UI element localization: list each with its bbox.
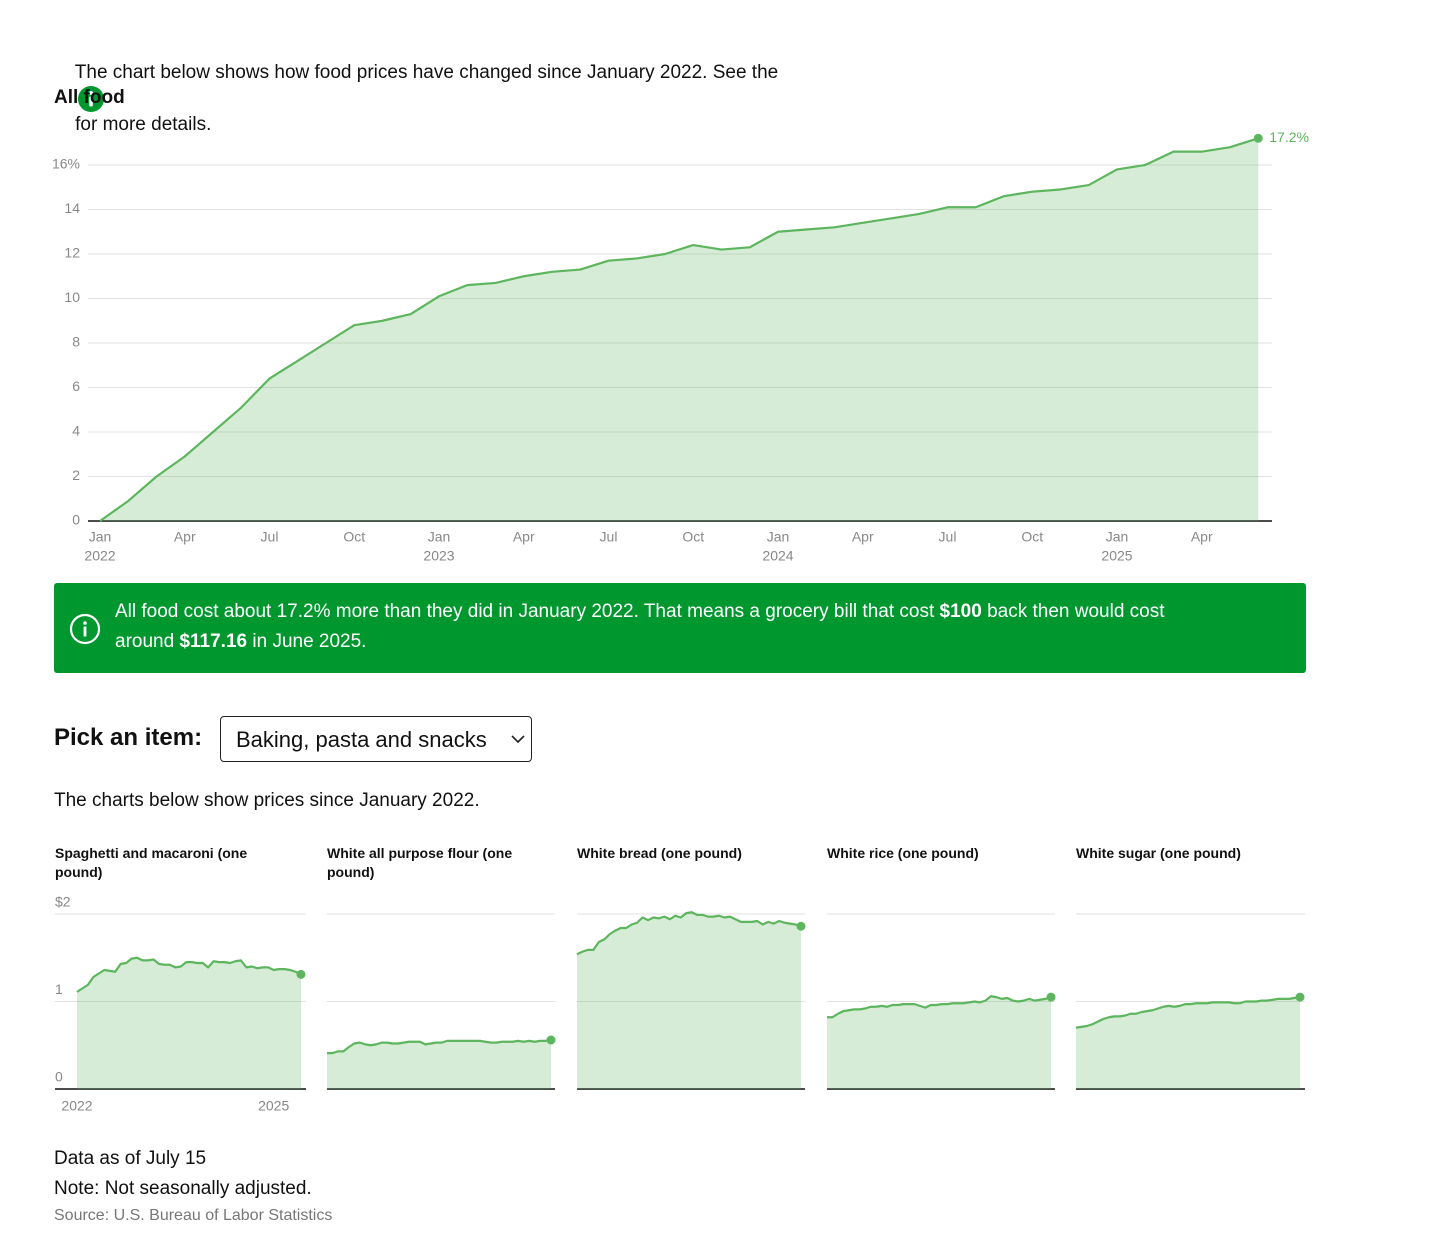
- x-tick-label: Jul: [600, 529, 618, 545]
- x-tick-label: Jan: [428, 529, 451, 545]
- callout-text: in June 2025.: [247, 631, 367, 652]
- callout-text: back then would cost: [981, 601, 1165, 622]
- intro-text: for more details.: [75, 114, 212, 135]
- updated: Data as of July 15: [54, 1148, 207, 1169]
- small-chart-title: White all purpose flour (one pound): [327, 845, 513, 880]
- chevron: [511, 735, 525, 744]
- callout-text: around: [115, 631, 180, 652]
- area: [327, 1040, 551, 1089]
- end-point: [546, 1035, 556, 1045]
- item-select[interactable]: Baking, pasta and snacks: [220, 716, 532, 762]
- end-point: [1046, 992, 1056, 1002]
- x-tick-label: 2022: [61, 1098, 92, 1114]
- line: [76, 956, 302, 993]
- y-tick-label: 1: [55, 981, 63, 997]
- y-tick-label: 8: [72, 334, 80, 350]
- line: [827, 995, 1052, 1019]
- line: [576, 911, 802, 956]
- note: Note: Not seasonally adjusted.: [54, 1178, 312, 1199]
- callout-line: All food cost about 17.2% more than they…: [115, 601, 1165, 623]
- x-tick-label: Jan: [89, 529, 112, 545]
- small-chart-title: White bread (one pound): [577, 845, 742, 861]
- area: [100, 138, 1259, 522]
- callout-icon: [69, 613, 101, 645]
- y-tick-label: 6: [72, 378, 80, 394]
- x-tick-label: Apr: [513, 529, 535, 545]
- x-tick-label: Oct: [682, 529, 704, 545]
- x-year-label: 2025: [1101, 548, 1132, 564]
- value-label: 17.2%: [1269, 129, 1309, 145]
- x-tick-label: 2025: [258, 1098, 289, 1114]
- x-year-label: 2022: [84, 548, 115, 564]
- area: [577, 912, 801, 1089]
- end-point: [796, 921, 806, 931]
- area: [77, 957, 301, 1089]
- x-tick-label: Jul: [939, 529, 957, 545]
- chart-title: All food: [54, 87, 125, 108]
- x-tick-label: Apr: [852, 529, 874, 545]
- small-note: The charts below show prices since Janua…: [54, 790, 480, 811]
- small-chart-title: White sugar (one pound): [1076, 845, 1241, 861]
- end-point: [1253, 133, 1263, 143]
- intro: The chart below shows how food prices ha…: [54, 37, 778, 161]
- y-tick-label: 0: [72, 512, 80, 528]
- callout-emphasis: $100: [939, 601, 982, 622]
- intro-text: The chart below shows how food prices ha…: [74, 62, 779, 83]
- y-tick-label: 4: [72, 423, 80, 439]
- y-tick-label: $2: [55, 894, 71, 910]
- area: [1076, 997, 1300, 1089]
- x-tick-label: Jan: [1106, 529, 1129, 545]
- x-tick-label: Apr: [1191, 529, 1213, 545]
- picker-label: Pick an item:: [54, 724, 203, 751]
- line: [1075, 996, 1301, 1029]
- end-point: [296, 969, 306, 979]
- x-tick-label: Jan: [767, 529, 790, 545]
- info-icon[interactable]: [77, 85, 105, 113]
- source: Source: U.S. Bureau of Labor Statistics: [54, 1207, 333, 1224]
- callout-emphasis: $117.16: [179, 631, 248, 652]
- x-tick-label: Oct: [343, 529, 365, 545]
- small-chart-title: Spaghetti and macaroni (one pound): [55, 845, 248, 880]
- selected-item: Baking, pasta and snacks: [236, 727, 487, 752]
- x-year-label: 2023: [423, 548, 454, 564]
- y-tick-label: 14: [64, 200, 80, 216]
- area: [827, 996, 1051, 1089]
- y-tick-label: 0: [55, 1069, 63, 1085]
- line: [99, 137, 1259, 522]
- y-tick-label: 16%: [52, 156, 80, 172]
- line: [327, 1038, 552, 1055]
- y-tick-label: 10: [64, 289, 80, 305]
- small-chart-title: White rice (one pound): [827, 845, 979, 861]
- x-year-label: 2024: [762, 548, 793, 564]
- end-point: [1295, 992, 1305, 1002]
- y-tick-label: 2: [72, 467, 80, 483]
- y-tick-label: 12: [64, 245, 80, 261]
- callout-line: around $117.16 in June 2025.: [115, 631, 366, 653]
- x-tick-label: Apr: [174, 529, 196, 545]
- callout: All food cost about 17.2% more than they…: [54, 583, 1306, 673]
- callout-text: All food cost about 17.2% more than they…: [115, 601, 940, 622]
- x-tick-label: Jul: [261, 529, 279, 545]
- x-tick-label: Oct: [1021, 529, 1043, 545]
